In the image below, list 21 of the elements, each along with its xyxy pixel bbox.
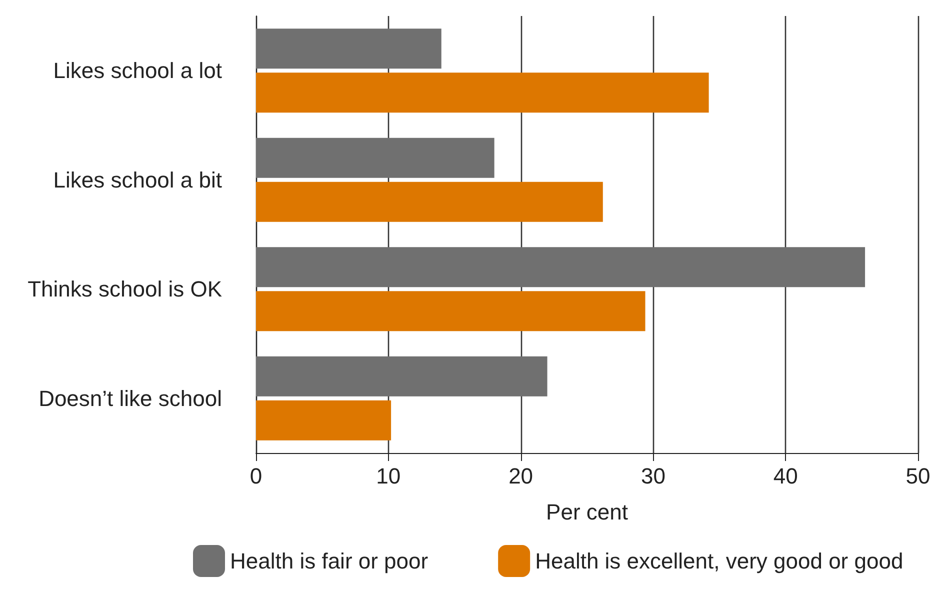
bar (256, 356, 548, 396)
bar (256, 400, 392, 440)
legend-label: Health is excellent, very good or good (535, 548, 904, 574)
x-tick-label: 20 (508, 464, 534, 488)
bar (256, 28, 442, 69)
x-tick-label: 10 (376, 464, 401, 488)
x-tick-label: 50 (906, 464, 930, 488)
bar (256, 247, 866, 288)
y-tick-label: Likes school a bit (53, 167, 222, 192)
y-tick-label: Thinks school is OK (28, 276, 222, 302)
x-axis-title: Per cent (546, 500, 628, 524)
legend-label: Health is fair or poor (230, 548, 428, 574)
x-tick-label: 0 (250, 464, 262, 488)
y-tick-label: Likes school a lot (53, 58, 222, 84)
bar (256, 72, 709, 113)
bar (256, 182, 603, 222)
y-tick-label: Doesn’t like school (38, 386, 222, 411)
bar (256, 138, 494, 178)
bar (256, 291, 646, 332)
x-tick-label: 40 (773, 464, 798, 488)
x-tick-label: 30 (640, 464, 666, 488)
